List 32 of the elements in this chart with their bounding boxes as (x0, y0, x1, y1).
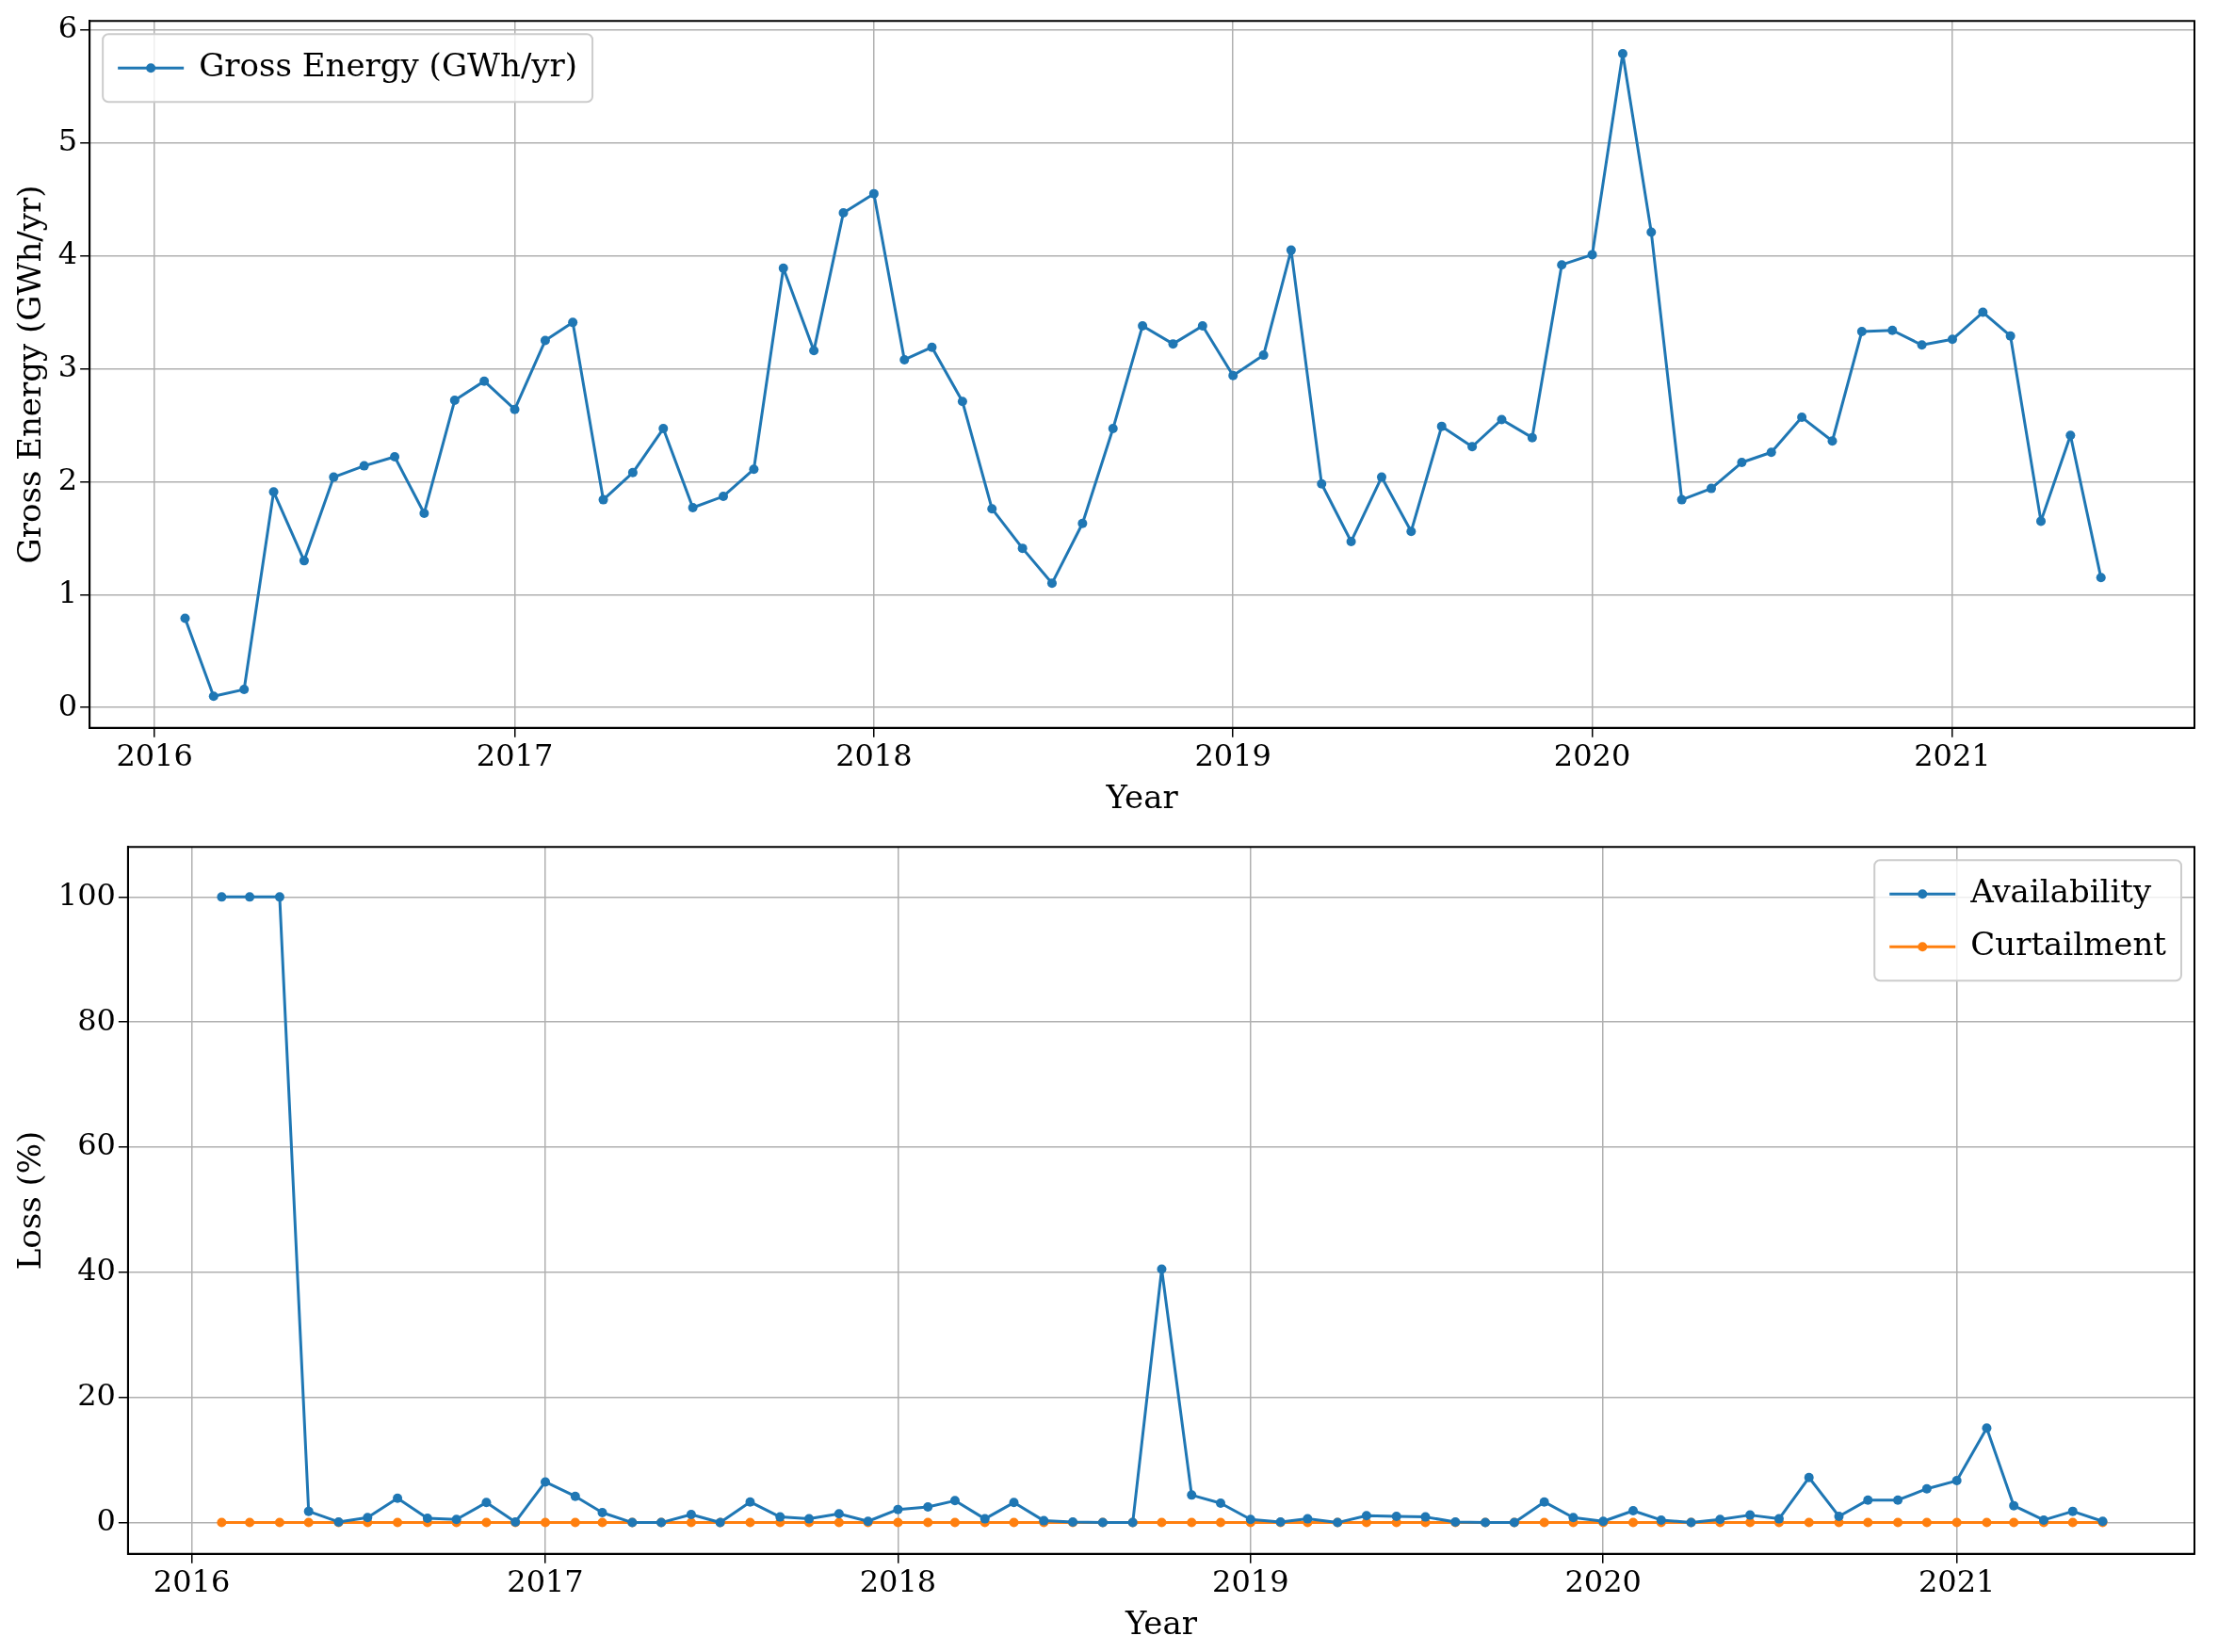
y-tick-label: 100 (57, 876, 116, 913)
x-tick-label: 2018 (835, 737, 913, 774)
legend-label: Availability (1969, 872, 2152, 911)
y-tick-label: 0 (96, 1501, 116, 1538)
y-tick-label: 2 (57, 461, 78, 497)
y-tick-label: 80 (77, 1001, 116, 1038)
x-tick-label: 2021 (1918, 1563, 1996, 1600)
x-tick-label: 2021 (1914, 737, 1991, 774)
x-tick-label: 2018 (859, 1563, 937, 1600)
x-tick-label: 2016 (116, 737, 193, 774)
x-axis-title: Year (1124, 1604, 1198, 1643)
y-axis-title: Gross Energy (GWh/yr) (10, 185, 49, 564)
y-tick-label: 20 (77, 1377, 116, 1414)
y-tick-label: 3 (57, 348, 78, 384)
x-axis-title: Year (1105, 778, 1179, 817)
y-tick-label: 40 (77, 1252, 116, 1288)
y-tick-label: 6 (57, 9, 78, 46)
x-tick-label: 2019 (1212, 1563, 1289, 1600)
x-tick-label: 2020 (1564, 1563, 1642, 1600)
y-tick-label: 5 (57, 122, 78, 159)
y-axis-title: Loss (%) (10, 1130, 49, 1271)
legend-label: Curtailment (1970, 925, 2167, 964)
y-tick-label: 0 (57, 687, 78, 723)
x-tick-label: 2019 (1194, 737, 1271, 774)
x-tick-label: 2017 (507, 1563, 584, 1600)
x-tick-label: 2020 (1553, 737, 1631, 774)
y-tick-label: 4 (57, 235, 78, 271)
x-tick-label: 2017 (476, 737, 554, 774)
y-tick-label: 1 (57, 574, 78, 610)
x-tick-label: 2016 (153, 1563, 231, 1600)
y-tick-label: 60 (77, 1126, 116, 1163)
legend-label: Gross Energy (GWh/yr) (199, 46, 578, 85)
